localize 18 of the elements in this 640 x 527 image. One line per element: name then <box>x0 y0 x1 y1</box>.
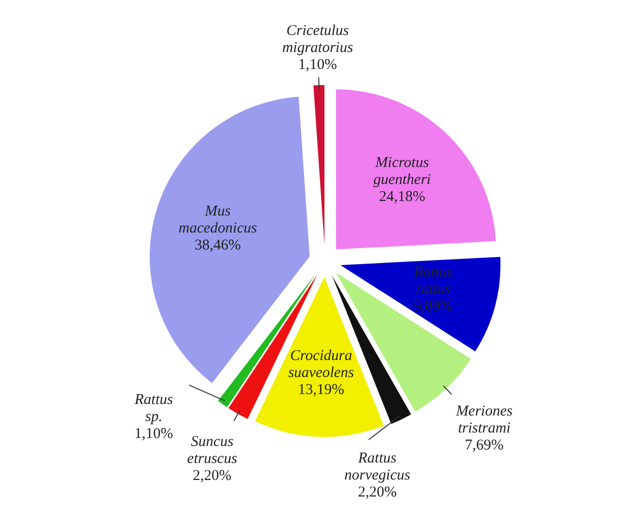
data-label: 38,46% <box>194 238 241 254</box>
slice-label: Crocidura suaveolens <box>288 348 354 381</box>
slice-label: Cricetulus migratorius <box>282 22 354 56</box>
data-label: 2,20% <box>358 484 397 500</box>
slice-label: Rattus sp. <box>134 392 174 426</box>
data-label: 24,18% <box>379 188 426 205</box>
slice-label: Meriones tristrami <box>454 404 513 437</box>
data-label: 9,89% <box>414 298 453 315</box>
data-label: 7,69% <box>464 438 504 454</box>
data-label: 1,10% <box>298 56 338 73</box>
slice-label: Mus macedonicus <box>178 204 258 237</box>
slice-label: Rattus rattus <box>413 264 453 298</box>
data-label: 2,20% <box>192 468 232 484</box>
data-label: 13,19% <box>298 382 344 398</box>
data-label: 1,10% <box>134 426 174 442</box>
slice-label: Microtus guentheri <box>373 154 431 188</box>
slice-label: Suncus etruscus <box>187 434 238 467</box>
slice-label: Rattus norvegicus <box>344 450 410 484</box>
